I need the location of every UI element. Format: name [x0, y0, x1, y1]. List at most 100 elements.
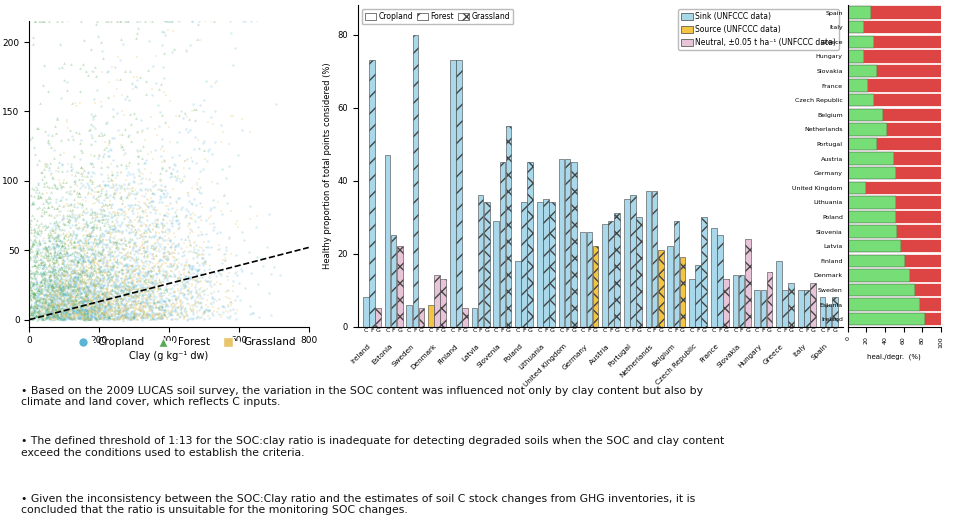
Point: [129, 315, 145, 323]
Point: [83, 302, 99, 310]
Point: [152, 312, 168, 321]
Point: [104, 289, 120, 298]
Point: [29, 304, 45, 313]
Point: [125, 311, 141, 319]
Point: [43, 275, 59, 284]
Point: [89, 85, 105, 94]
Point: [103, 264, 119, 272]
Point: [31, 309, 47, 317]
Point: [110, 296, 125, 305]
Point: [37, 284, 53, 293]
Point: [139, 310, 155, 319]
Point: [128, 287, 144, 296]
Point: [134, 241, 150, 249]
Point: [152, 310, 168, 318]
Point: [129, 312, 145, 321]
Point: [123, 261, 139, 269]
Point: [84, 133, 100, 141]
Point: [160, 229, 175, 238]
Point: [108, 288, 123, 296]
Bar: [848, 152, 894, 165]
Point: [111, 315, 126, 323]
Point: [28, 256, 44, 265]
Point: [65, 266, 80, 275]
Point: [161, 227, 176, 235]
Point: [134, 312, 150, 321]
Point: [70, 213, 85, 221]
Point: [41, 270, 57, 279]
Point: [95, 283, 111, 292]
Point: [125, 243, 141, 251]
Point: [58, 308, 74, 316]
Point: [157, 267, 172, 275]
Point: [163, 193, 178, 202]
Point: [51, 243, 67, 252]
Point: [217, 257, 232, 266]
Point: [93, 225, 109, 233]
Point: [56, 262, 72, 271]
Point: [96, 297, 112, 306]
Point: [131, 271, 147, 279]
Point: [47, 280, 63, 288]
Point: [75, 315, 91, 324]
Point: [153, 289, 169, 297]
Point: [62, 282, 77, 291]
Point: [85, 312, 101, 321]
Point: [202, 278, 218, 286]
Point: [126, 225, 142, 233]
Point: [195, 254, 211, 262]
Point: [102, 248, 118, 256]
Point: [82, 287, 98, 296]
Point: [114, 303, 129, 312]
Point: [60, 244, 75, 252]
Point: [26, 309, 42, 318]
Point: [53, 272, 69, 281]
Point: [121, 190, 136, 198]
Point: [92, 280, 108, 288]
Point: [45, 226, 61, 234]
Bar: [789, 282, 794, 327]
Point: [84, 315, 100, 324]
Point: [57, 271, 73, 280]
Point: [126, 242, 142, 251]
Point: [30, 286, 46, 294]
Point: [101, 136, 117, 144]
Point: [113, 258, 128, 266]
Point: [148, 314, 164, 323]
Point: [58, 232, 74, 240]
Point: [94, 309, 110, 318]
Point: [171, 303, 186, 312]
Point: [120, 304, 135, 312]
Point: [98, 289, 114, 297]
Point: [68, 282, 83, 290]
Point: [24, 290, 39, 299]
Point: [220, 263, 235, 272]
Point: [91, 294, 107, 302]
Point: [122, 293, 138, 301]
Point: [147, 282, 163, 291]
Point: [138, 295, 154, 303]
Point: [25, 33, 41, 41]
Point: [112, 315, 127, 323]
Point: [83, 289, 99, 298]
Point: [159, 269, 174, 277]
Point: [118, 305, 133, 314]
Point: [115, 314, 130, 322]
Point: [134, 290, 150, 299]
Point: [183, 184, 199, 192]
Point: [97, 268, 113, 277]
Point: [63, 291, 78, 299]
Point: [113, 285, 128, 294]
Point: [157, 297, 172, 305]
Point: [83, 232, 99, 241]
Point: [106, 224, 122, 233]
Point: [213, 279, 228, 288]
Point: [63, 222, 78, 231]
Point: [52, 250, 68, 259]
Point: [42, 271, 58, 279]
Point: [129, 53, 145, 61]
Point: [132, 267, 148, 275]
Point: [91, 296, 107, 305]
Point: [139, 195, 155, 203]
Point: [104, 275, 120, 283]
